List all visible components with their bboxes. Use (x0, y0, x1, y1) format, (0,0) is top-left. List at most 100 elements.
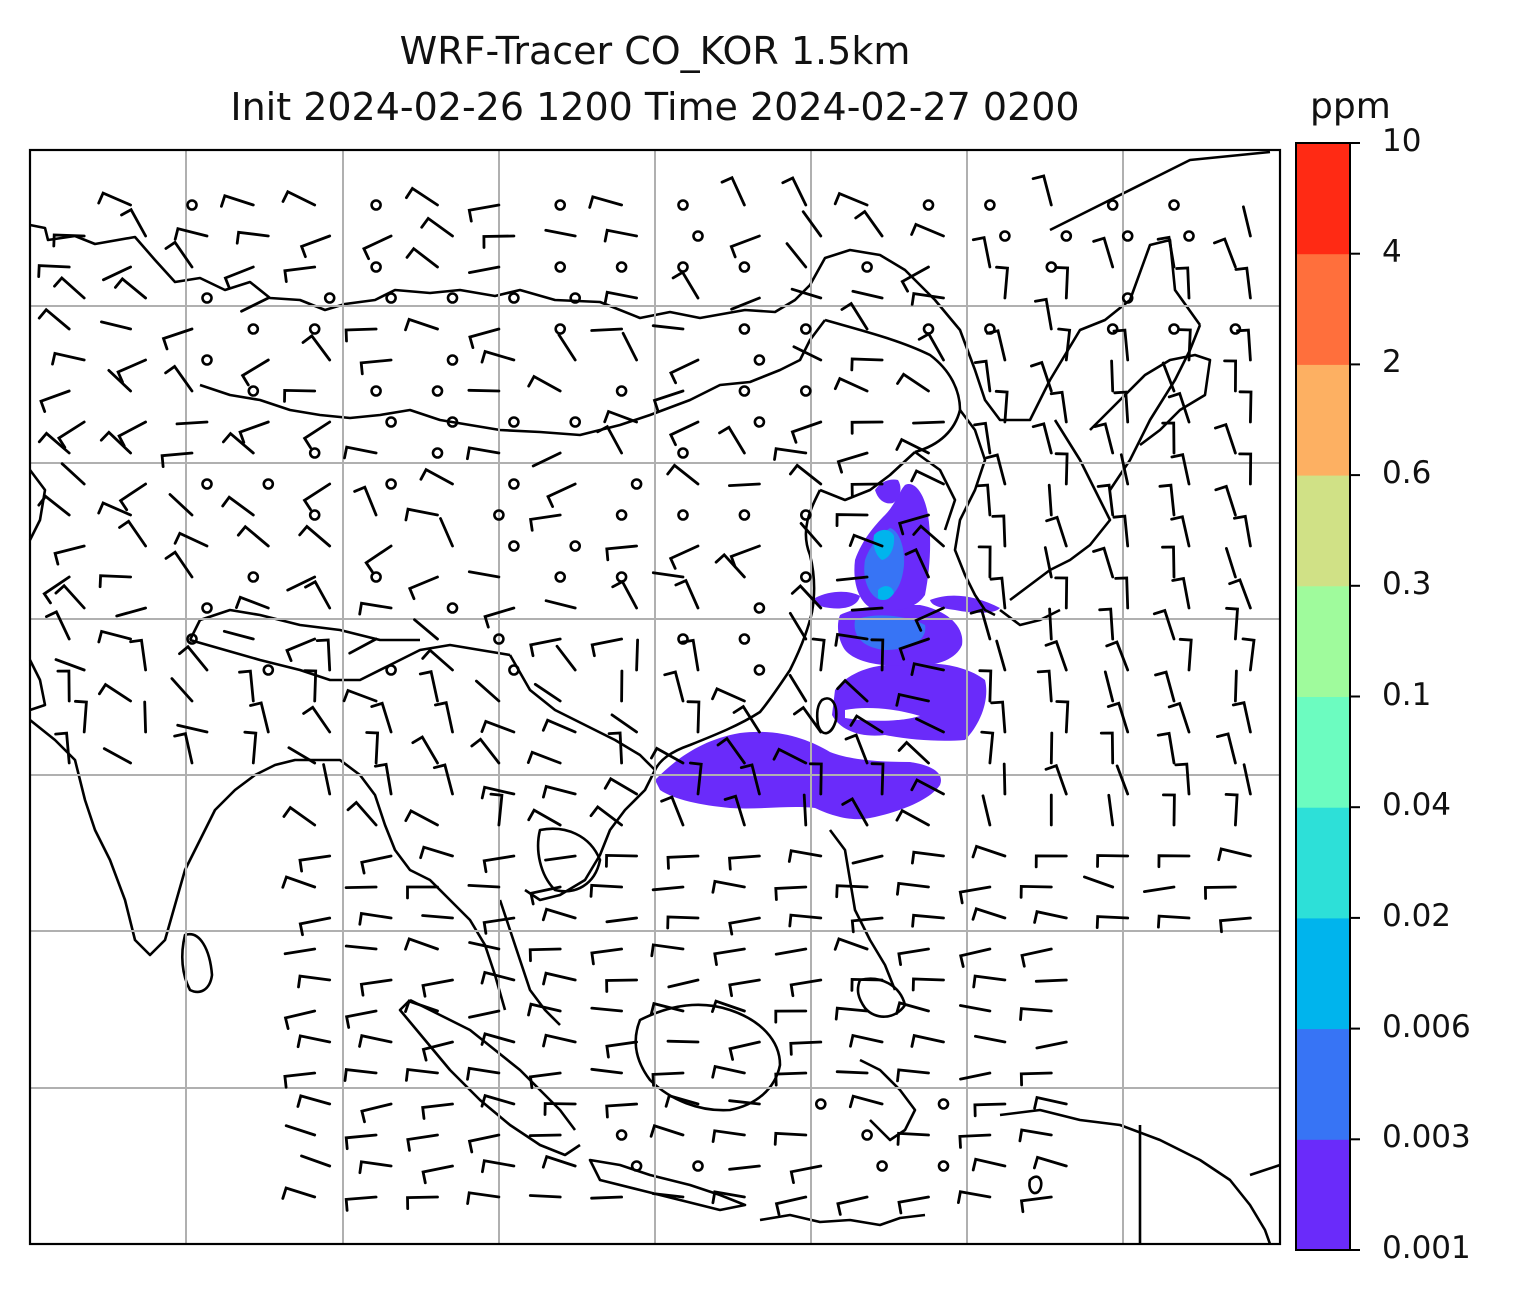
wind-barb (1161, 545, 1176, 579)
wind-barb (896, 1068, 930, 1083)
calm-marker (876, 1160, 888, 1172)
wind-barb (1233, 514, 1252, 548)
wind-barb (915, 717, 945, 734)
wind-barb (975, 483, 992, 517)
wind-barb (243, 730, 258, 765)
calm-marker (201, 478, 213, 490)
wind-barb (466, 446, 501, 461)
wind-barb (406, 1133, 439, 1152)
calm-marker (370, 199, 382, 211)
wind-barb (168, 493, 194, 517)
wind-barb (531, 451, 562, 468)
wind-barb (527, 1002, 562, 1017)
wind-barb (480, 785, 516, 800)
wind-barb (911, 977, 945, 992)
wind-barb (1043, 546, 1053, 579)
wind-barb (728, 978, 761, 998)
wind-barb (97, 629, 132, 644)
wind-barb (364, 544, 393, 574)
wind-barb (1030, 360, 1053, 393)
wind-barb (117, 420, 147, 448)
calm-marker (677, 199, 689, 211)
wind-barb (1167, 391, 1191, 424)
wind-barb (849, 714, 884, 734)
wind-barb (129, 638, 147, 672)
wind-barb (1093, 422, 1115, 455)
wind-barb (1049, 390, 1068, 424)
colorbar-segment (1296, 585, 1350, 697)
wind-barb (912, 420, 945, 425)
wind-barb (235, 230, 270, 245)
wind-barb (900, 265, 930, 293)
wind-barb (895, 437, 930, 455)
wind-barb (787, 849, 823, 863)
wind-barb (529, 885, 562, 906)
wind-barb (1167, 701, 1191, 734)
wind-barb (971, 907, 1007, 921)
wind-barb (283, 1009, 317, 1030)
wind-barb (404, 507, 439, 522)
wind-barb (978, 669, 993, 703)
wind-barb (1002, 762, 1007, 796)
calm-marker (554, 323, 567, 335)
wind-barb (173, 227, 209, 241)
wind-barb (605, 1040, 638, 1059)
calm-marker (569, 540, 582, 552)
wind-barb (666, 1039, 700, 1044)
wind-barb (785, 242, 808, 269)
wind-barb (97, 501, 132, 517)
calm-marker (937, 1160, 950, 1172)
wind-barb (605, 853, 638, 868)
wind-barb (432, 763, 454, 796)
wind-barb (1242, 205, 1252, 238)
wind-barb (650, 746, 685, 765)
calm-marker (554, 261, 567, 273)
wind-barb (528, 1071, 562, 1090)
wind-barb (1231, 701, 1252, 734)
wind-barb (605, 978, 638, 993)
calm-marker (753, 416, 766, 428)
wind-barb (439, 517, 454, 548)
wind-barb (1020, 947, 1053, 968)
wind-barb (344, 1195, 378, 1212)
wind-barb (590, 327, 623, 332)
wind-barb (120, 207, 147, 238)
wind-barb (650, 943, 685, 958)
wind-barb (301, 333, 332, 362)
wind-barb (1171, 576, 1191, 610)
calm-marker (738, 633, 751, 645)
wind-barb (603, 776, 638, 796)
wind-barb (1036, 669, 1053, 703)
wind-barb (161, 327, 194, 351)
wind-barb (1049, 731, 1054, 765)
calm-marker (201, 354, 213, 366)
wind-barb (467, 570, 501, 579)
wind-barb (1214, 484, 1237, 517)
wind-barb (711, 1190, 746, 1205)
wind-barb (528, 1133, 562, 1137)
wind-barb (971, 1157, 1007, 1172)
wind-barb (370, 701, 393, 734)
colorbar-segment (1296, 364, 1350, 476)
wind-barb (1083, 875, 1115, 889)
wind-barb (589, 804, 623, 827)
map-border (28, 148, 1282, 1246)
wind-barb (1216, 732, 1237, 765)
wind-barb (405, 186, 439, 207)
wind-barb (1113, 390, 1130, 424)
calm-marker (385, 292, 397, 304)
wind-barb (358, 911, 393, 926)
wind-barb (990, 700, 1007, 734)
wind-barb (102, 747, 132, 765)
wind-barb (897, 513, 930, 536)
wind-barb (285, 637, 317, 662)
wind-barb (1177, 328, 1192, 362)
wind-barb (910, 778, 945, 796)
wind-barb (404, 937, 439, 951)
wind-barb (344, 327, 378, 343)
wind-barb (37, 307, 71, 331)
wind-barb (283, 1071, 317, 1089)
wind-barb (406, 1195, 439, 1210)
gridlines (30, 150, 1280, 1244)
calm-marker (431, 447, 444, 459)
